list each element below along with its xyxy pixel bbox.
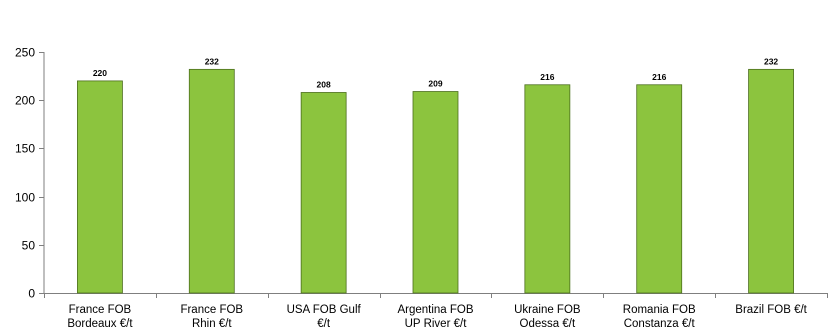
data-label: 232 (764, 56, 778, 66)
y-tick-label: 250 (15, 46, 35, 60)
bar (77, 80, 123, 294)
x-category-label: USA FOB Gulf (287, 304, 362, 316)
x-category-label: Ukraine FOB (514, 304, 581, 316)
bars (77, 68, 794, 294)
data-label: 216 (652, 72, 666, 82)
y-tick-label: 200 (15, 94, 35, 108)
x-category-label: UP River €/t (405, 318, 468, 330)
data-label: 232 (205, 56, 219, 66)
data-label: 216 (540, 72, 554, 82)
x-category-label: Odessa €/t (520, 318, 576, 330)
labels: 0 50 100 150 200 250 220 France FOB Bordeaux €/t… (15, 46, 808, 331)
x-category-label: Rhin €/t (192, 318, 232, 330)
y-tick-label: 150 (15, 142, 35, 156)
x-category-label: Bordeaux €/t (67, 318, 133, 330)
x-category-label: France FOB (180, 304, 243, 316)
x-category-label: €/t (317, 318, 331, 330)
bar (412, 91, 459, 294)
bar (188, 68, 235, 294)
y-tick-label: 50 (22, 239, 36, 253)
bar (748, 68, 794, 294)
bar (636, 84, 683, 294)
y-tick-label: 0 (28, 287, 35, 301)
bar (524, 84, 571, 294)
data-label: 209 (428, 79, 442, 89)
bar (300, 92, 347, 294)
x-category-label: France FOB (69, 304, 132, 316)
data-label: 208 (317, 79, 331, 89)
data-label: 220 (93, 68, 107, 78)
y-tick-label: 100 (15, 191, 35, 205)
x-category-label: Romania FOB (623, 304, 696, 316)
axes (39, 52, 828, 298)
x-category-label: Argentina FOB (397, 304, 473, 316)
x-category-label: Brazil FOB €/t (735, 304, 807, 316)
x-category-label: Constanza €/t (624, 318, 696, 330)
